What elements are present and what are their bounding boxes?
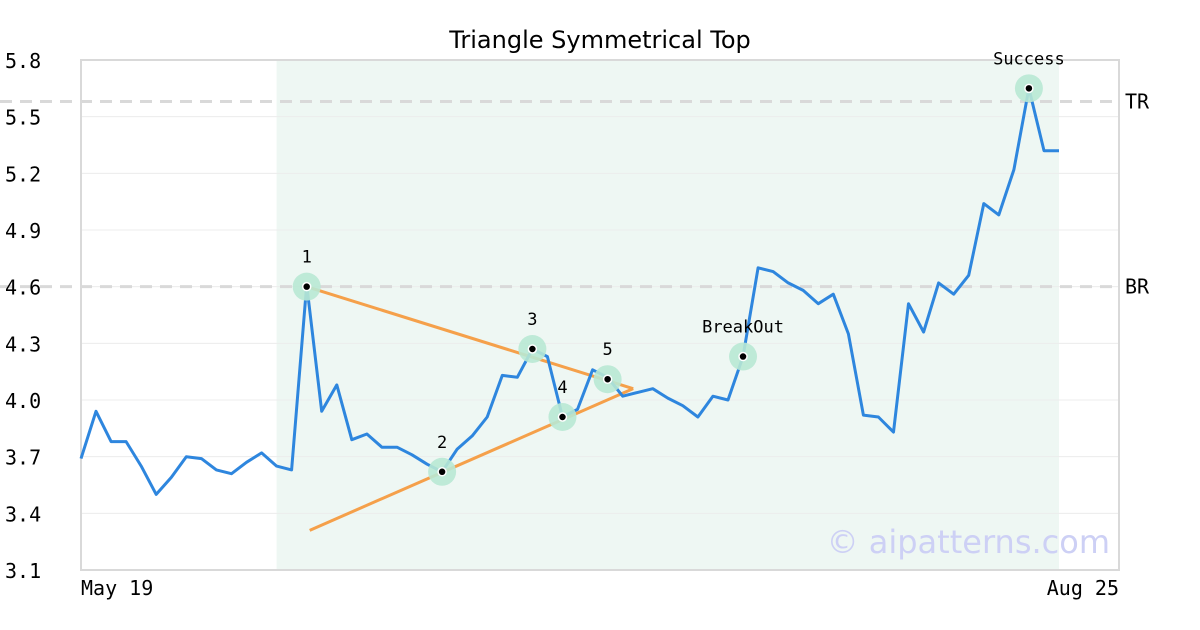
point-label: 5 [602,340,612,360]
pattern-point: 4 [548,378,577,431]
x-tick-label: Aug 25 [1047,576,1119,600]
y-tick-label: 4.6 [5,276,41,300]
y-tick-label: 3.4 [5,502,41,526]
y-tick-label: 3.1 [5,559,41,583]
y-tick-label: 5.2 [5,162,41,186]
grid-lines [81,59,1119,571]
trendline [306,285,634,391]
point-label: 4 [557,378,567,398]
point-dot [557,412,568,422]
y-tick-label: 4.9 [5,219,41,243]
pattern-point: Success [993,49,1065,103]
pattern-point: BreakOut [702,318,784,371]
point-label: Success [993,49,1065,69]
point-label: BreakOut [702,318,784,338]
y-tick-label: 3.7 [5,446,41,470]
pattern-point: 1 [292,248,321,301]
point-label: 3 [527,310,537,330]
level-label: BR [1125,275,1150,299]
point-dot [301,281,312,292]
x-tick-label: May 19 [81,576,153,600]
pattern-point: 5 [593,340,622,394]
y-axis-ticks: 3.1 3.4 3.7 4.0 4.3 4.6 4.9 5.2 5.5 5.8 [5,49,41,583]
pattern-points: 1 2 3 4 5 BreakOut Success [292,49,1065,486]
pattern-point: 2 [428,433,457,486]
x-axis-ticks: May 19 Aug 25 [81,576,1119,600]
y-tick-label: 5.5 [5,106,41,130]
watermark: © aipatterns.com [827,523,1110,561]
y-tick-label: 4.0 [5,389,41,413]
level-label: TR [1125,90,1150,114]
point-dot [437,467,447,477]
point-dot [738,351,748,362]
plot-frame [80,59,1120,571]
point-dot [527,344,538,354]
y-tick-label: 4.3 [5,332,41,356]
pattern-point: 3 [518,310,547,363]
chart-title: Triangle Symmetrical Top [448,26,751,54]
point-label: 2 [437,433,447,453]
point-label: 1 [302,248,312,268]
point-dot [1024,83,1034,94]
y-tick-label: 5.8 [5,49,41,73]
trendline [309,387,634,532]
triangle-trendlines [306,285,634,532]
level-lines: TR BR [0,90,1150,299]
point-dot [602,374,613,384]
